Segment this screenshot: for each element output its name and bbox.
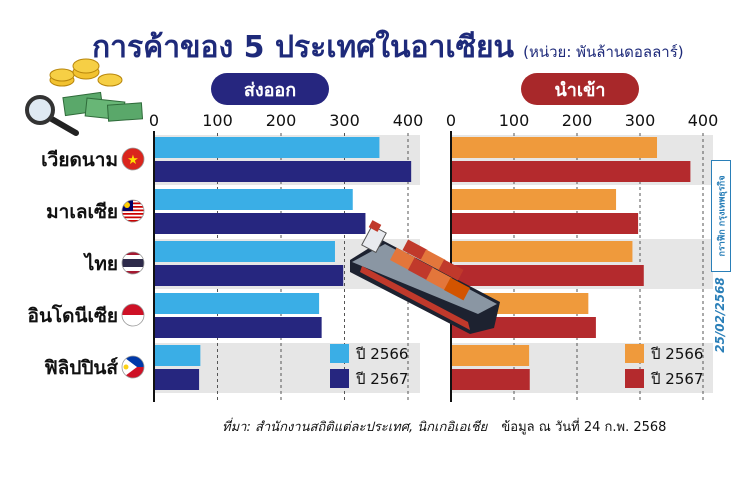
- bar-export-s1: [154, 293, 320, 314]
- country-label: ไทย: [83, 252, 118, 275]
- legend-swatch: [330, 369, 349, 388]
- bar-export-s2: [154, 265, 344, 286]
- flag-philippines-icon: [121, 355, 145, 379]
- bar-import-s1: [451, 345, 530, 366]
- legend-label: ปี 2566: [650, 345, 703, 363]
- bar-export-s1: [154, 189, 353, 210]
- x-tick-label: 300: [625, 111, 656, 130]
- x-tick-label: 400: [688, 111, 719, 130]
- legend-label: ปี 2566: [355, 345, 408, 363]
- flag-thailand-icon: [121, 251, 145, 275]
- export-panel: 0 100 200 300 400: [149, 111, 423, 402]
- bar-import-s2: [451, 265, 644, 286]
- bar-export-s1: [154, 137, 380, 158]
- bar-export-s2: [154, 317, 322, 338]
- import-panel-title: นำเข้า: [521, 73, 639, 105]
- x-tick-label: 200: [266, 111, 297, 130]
- country-label: อินโดนีเซีย: [28, 304, 118, 327]
- x-tick-label: 0: [149, 111, 159, 130]
- publish-date-text: 25/02/2568: [713, 277, 727, 353]
- export-panel-title: ส่งออก: [211, 73, 329, 105]
- x-tick-label: 0: [446, 111, 456, 130]
- graphic-credit: กราฟิก กรุงเทพธุรกิจ: [711, 160, 731, 272]
- legend-swatch: [625, 369, 644, 388]
- x-tick-label: 100: [499, 111, 530, 130]
- magnifier-icon: [25, 95, 79, 136]
- import-panel: 0 100 200 300 400: [446, 111, 718, 402]
- country-labels: เวียดนาม ★ มาเลเซียไทยอินโดนีเซียฟิลิปปินส…: [28, 147, 145, 379]
- legend-swatch: [330, 344, 349, 363]
- bar-import-s2: [451, 213, 639, 234]
- graphic-credit-text: กราฟิก กรุงเทพธุรกิจ: [717, 175, 727, 257]
- legend-swatch: [625, 344, 644, 363]
- bar-export-s2: [154, 369, 200, 390]
- bar-export-s2: [154, 161, 412, 182]
- publish-date: 25/02/2568: [712, 268, 728, 368]
- source-note: ที่มา: สำนักงานสถิติแต่ละประเทศ, นิกเกอิ…: [222, 420, 488, 435]
- flag-indonesia-icon: [121, 303, 145, 327]
- bar-import-s1: [451, 241, 633, 262]
- data-date-note: ข้อมูล ณ วันที่ 24 ก.พ. 2568: [501, 420, 667, 435]
- x-tick-label: 300: [329, 111, 360, 130]
- legend-label: ปี 2567: [355, 370, 408, 388]
- country-label: ฟิลิปปินส์: [44, 357, 118, 379]
- x-tick-label: 200: [562, 111, 593, 130]
- chart-title: การค้าของ 5 ประเทศในอาเซียน (หน่วย: พันล…: [92, 24, 684, 71]
- chart-unit: (หน่วย: พันล้านดอลลาร์): [523, 43, 684, 61]
- bar-import-s2: [451, 161, 691, 182]
- flag-malaysia-icon: [121, 199, 145, 223]
- bar-export-s1: [154, 241, 335, 262]
- money-coins-icon: [49, 58, 144, 122]
- legend-label: ปี 2567: [650, 370, 703, 388]
- bar-import-s1: [451, 137, 658, 158]
- bar-export-s2: [154, 213, 366, 234]
- flag-vietnam-icon: ★: [121, 147, 145, 171]
- country-label: มาเลเซีย: [46, 201, 118, 223]
- svg-text:★: ★: [127, 153, 139, 168]
- bar-export-s1: [154, 345, 201, 366]
- x-tick-label: 400: [393, 111, 424, 130]
- cargo-ship-icon: [350, 220, 500, 334]
- footer: ที่มา: สำนักงานสถิติแต่ละประเทศ, นิกเกอิ…: [222, 416, 666, 437]
- chart-title-main: การค้าของ 5 ประเทศในอาเซียน: [92, 30, 515, 65]
- bar-import-s2: [451, 369, 530, 390]
- bar-import-s1: [451, 189, 617, 210]
- legends: ปี 2566 ปี 2567 ปี 2566 ปี 2567: [330, 344, 703, 388]
- x-tick-label: 100: [202, 111, 233, 130]
- country-label: เวียดนาม: [41, 149, 118, 171]
